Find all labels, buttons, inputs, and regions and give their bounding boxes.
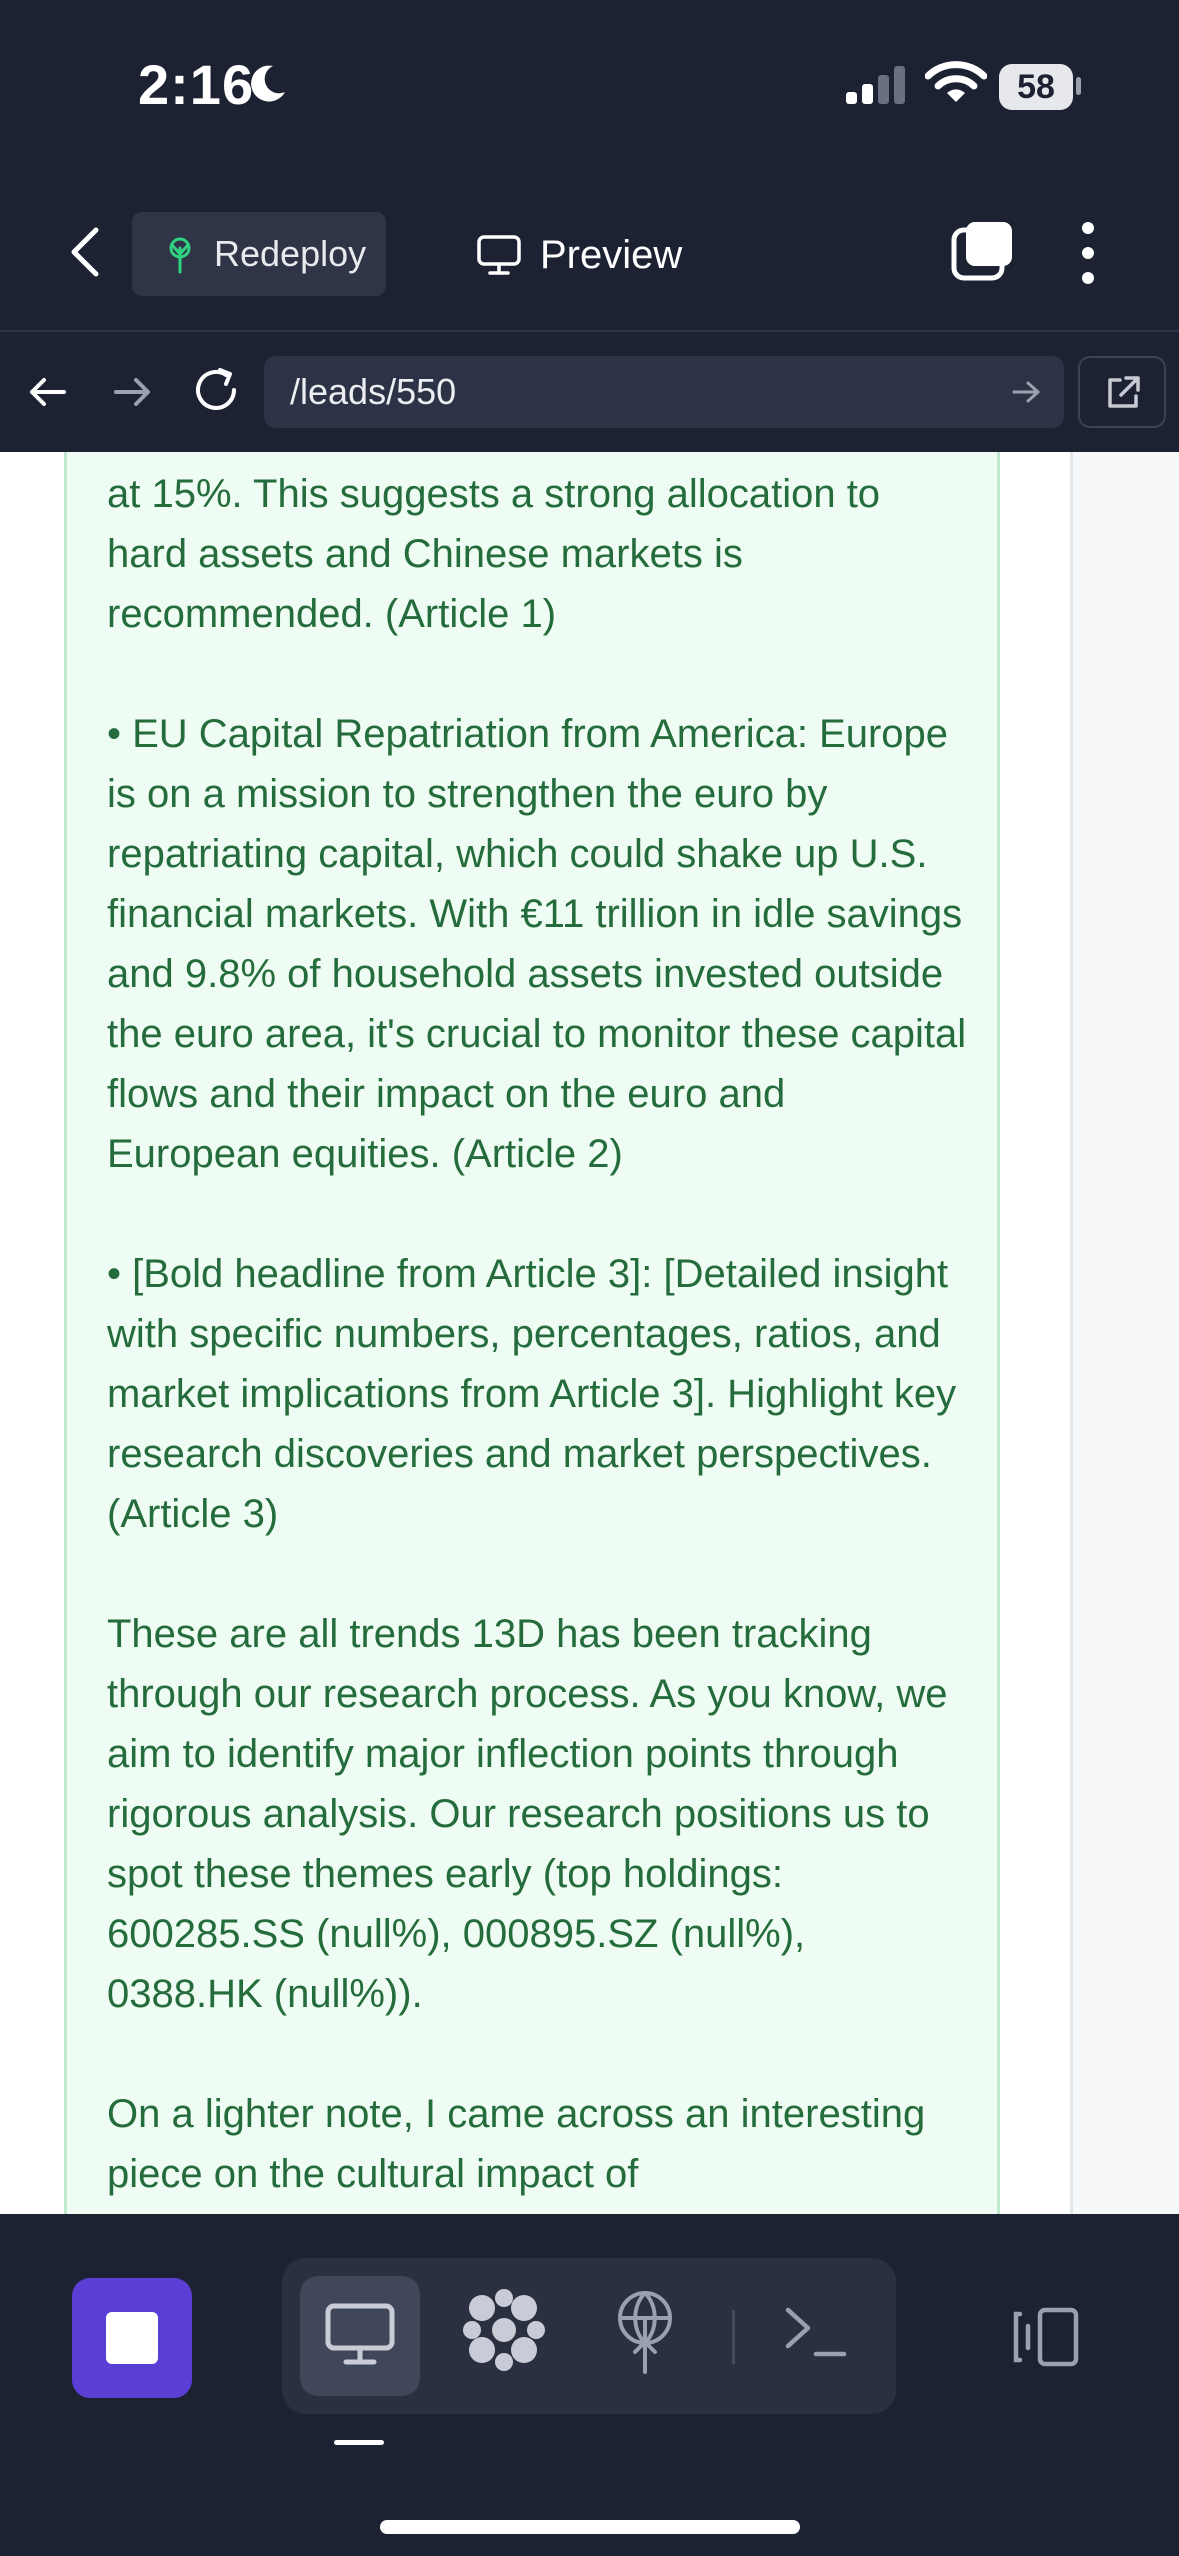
open-external-button[interactable] [1078, 356, 1166, 428]
sprout-icon [169, 237, 191, 274]
preview-content[interactable]: at 15%. This suggests a strong allocatio… [0, 452, 1179, 2214]
arrow-right-icon[interactable] [1010, 376, 1042, 408]
email-paragraph: at 15%. This suggests a strong allocatio… [107, 472, 881, 636]
moon-icon [251, 65, 285, 102]
view-switcher [282, 2258, 896, 2414]
tabs-icon[interactable] [950, 220, 1014, 284]
stop-button[interactable] [72, 2278, 192, 2398]
stop-icon [106, 2312, 158, 2364]
preview-tab[interactable]: Preview [476, 220, 682, 290]
monitor-icon [325, 2303, 395, 2365]
layout-icon[interactable] [1010, 2306, 1082, 2368]
arrow-right-icon[interactable] [110, 370, 154, 414]
home-indicator [380, 2520, 800, 2534]
email-paragraph: • EU Capital Repatriation from America: … [107, 712, 967, 1176]
wifi-icon [925, 61, 987, 102]
browser-bar: /leads/550 [0, 332, 1179, 453]
status-time: 2:16 [138, 53, 255, 116]
arrow-left-icon[interactable] [26, 370, 70, 414]
url-input[interactable]: /leads/550 [264, 356, 1064, 428]
email-body: at 15%. This suggests a strong allocatio… [107, 452, 967, 2214]
grid-icon[interactable] [462, 2288, 546, 2372]
terminal-icon[interactable] [782, 2302, 852, 2362]
email-paragraph: On a lighter note, I came across an inte… [107, 2092, 926, 2196]
bottom-toolbar [0, 2214, 1179, 2556]
active-tab-indicator [334, 2440, 384, 2445]
signal-icon [846, 66, 905, 104]
right-panel-edge [1070, 452, 1179, 2214]
email-paragraph: These are all trends 13D has been tracki… [107, 1612, 948, 2016]
email-card: at 15%. This suggests a strong allocatio… [64, 452, 1000, 2214]
preview-label: Preview [540, 232, 683, 277]
monitor-icon [477, 235, 521, 275]
url-text: /leads/550 [290, 371, 457, 412]
status-bar: 2:16 58 [0, 0, 1179, 180]
redeploy-button[interactable]: Redeploy [132, 212, 386, 296]
toolbar-divider [732, 2310, 735, 2364]
redeploy-label: Redeploy [214, 233, 367, 274]
desktop-view-button[interactable] [300, 2276, 420, 2396]
chevron-left-icon[interactable] [60, 220, 110, 284]
external-link-icon [1108, 376, 1140, 408]
globe-icon[interactable] [612, 2288, 678, 2376]
more-vertical-icon[interactable] [1070, 220, 1106, 286]
battery-tip [1076, 77, 1081, 95]
battery-level: 58 [1017, 67, 1055, 106]
reload-icon[interactable] [190, 364, 242, 416]
app-header: Redeploy Preview [0, 180, 1179, 332]
email-paragraph: • [Bold headline from Article 3]: [Detai… [107, 1252, 957, 1536]
battery-icon: 58 [999, 64, 1073, 110]
